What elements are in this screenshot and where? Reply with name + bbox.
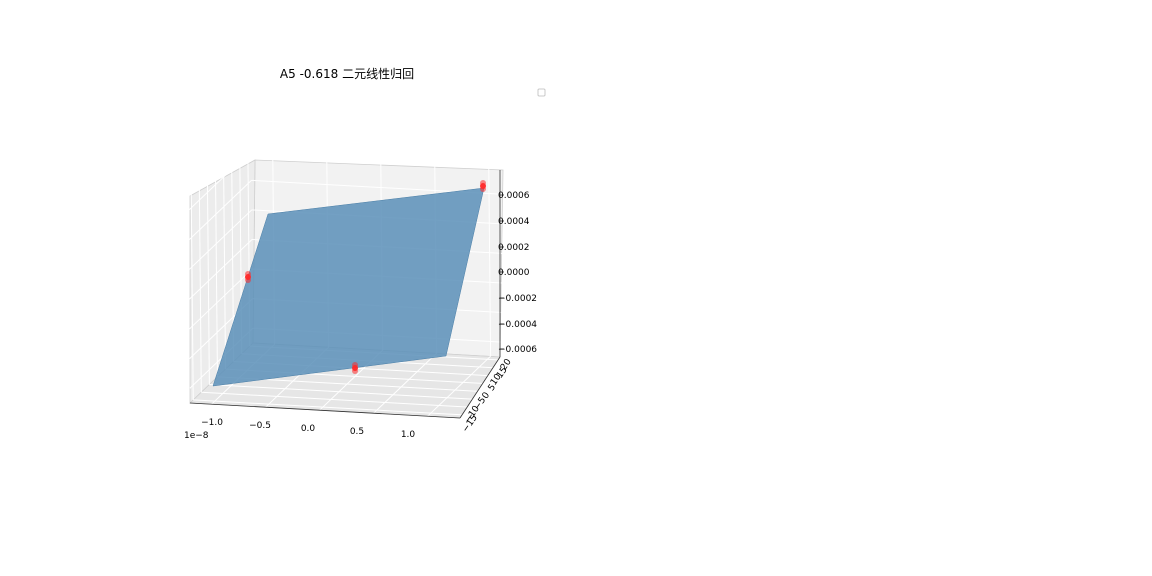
z-tick-label: −0.0004 <box>498 320 537 330</box>
y-tick-label: 5 <box>487 383 498 393</box>
x-axis-line <box>189 402 461 419</box>
z-tick-label: 0.0002 <box>498 243 530 253</box>
grid-line-y-floor <box>201 391 472 408</box>
y-tick-label: 0 <box>481 390 493 401</box>
scatter-point <box>245 277 251 283</box>
grid-line-y-floor <box>193 399 464 416</box>
x-tick-label: −1.0 <box>201 418 223 428</box>
z-tick-label: 0.0004 <box>498 217 530 227</box>
scatter-points <box>245 180 486 374</box>
scatter-point <box>352 368 358 374</box>
grid-line-x-floor <box>373 352 437 414</box>
grid-line-y-floor <box>209 384 480 401</box>
grid-line-z-back <box>251 150 522 167</box>
z-tick-label: −0.0002 <box>498 294 537 304</box>
grid-line-z-left <box>188 209 253 271</box>
x-tick-label: 0.0 <box>301 424 316 434</box>
x-tick-label: 1.0 <box>401 430 416 440</box>
z-tick-label: 0.0000 <box>498 268 530 278</box>
y-axis-line <box>459 356 501 419</box>
x-offset-text: 1e−8 <box>184 431 209 441</box>
chart-title: A5 -0.618 二元线性归回 <box>280 67 414 81</box>
grid-line-z-left <box>188 239 253 300</box>
grid-line-x-floor <box>427 355 491 417</box>
grid-line-z-left <box>188 179 252 241</box>
x-tick-label: −0.5 <box>249 421 271 431</box>
z-tick-label: 0.0006 <box>498 191 530 201</box>
grid-line-z-left <box>187 150 252 212</box>
grid-line-z-left <box>188 268 253 330</box>
legend-box <box>537 88 546 97</box>
scatter-point <box>480 186 486 192</box>
z-tick-label: −0.0006 <box>498 345 537 355</box>
x-tick-label: 0.5 <box>350 427 364 437</box>
